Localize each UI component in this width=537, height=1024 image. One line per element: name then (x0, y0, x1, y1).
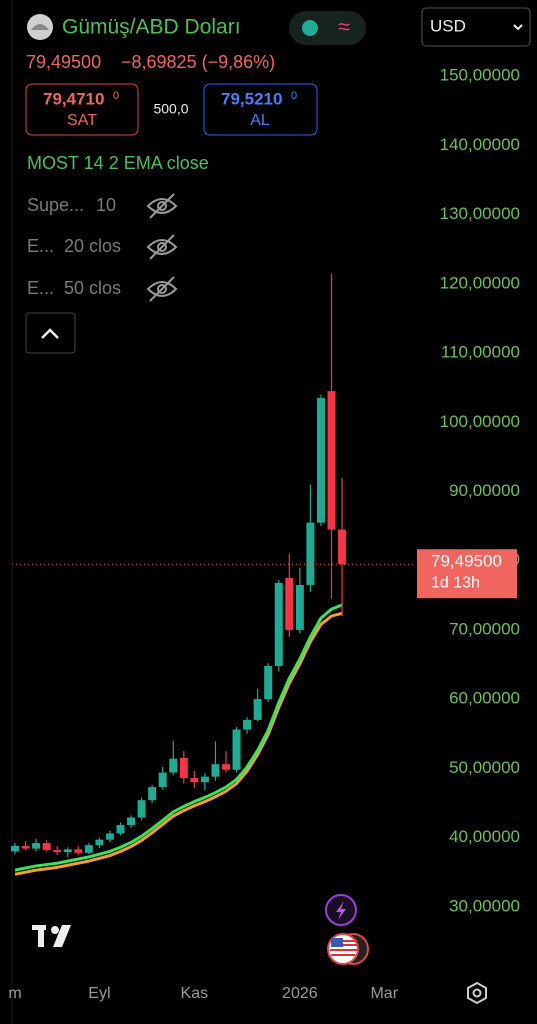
indicator-param: 20 clos (64, 236, 121, 256)
y-tick-label: 110,00000 (441, 343, 520, 362)
price-change: −8,69825 (−9,86%) (121, 52, 275, 72)
candle-body (285, 578, 294, 630)
countdown: 1d 13h (431, 574, 480, 591)
currency: USD (430, 16, 466, 35)
buy-button[interactable] (203, 83, 318, 136)
sell-price-sup: 0 (113, 90, 119, 102)
last-price: 79,49500 (26, 52, 101, 72)
y-tick-label: 150,00000 (440, 66, 520, 85)
x-tick-label: Kas (181, 985, 209, 1002)
candle-body (158, 772, 167, 788)
candle-body (327, 391, 336, 530)
y-tick-label: 60,00000 (449, 689, 520, 708)
candle-body (306, 522, 315, 585)
sell-price: 79,4710 (43, 89, 104, 108)
candle-body (316, 398, 325, 523)
fade-mask (128, 190, 158, 300)
candle-body (74, 849, 83, 853)
candle-body (222, 764, 230, 770)
candle-body (53, 850, 62, 853)
candle-body (11, 845, 19, 852)
eye-slash-icon[interactable] (146, 193, 178, 219)
candle-body (42, 843, 51, 851)
candle-body (274, 582, 283, 666)
sell-button[interactable] (25, 83, 139, 136)
candle-body (179, 757, 188, 779)
symbol-icon-shape (31, 24, 49, 30)
candle-body (116, 825, 125, 834)
candle-body (105, 833, 114, 840)
y-tick-label: 40,00000 (449, 827, 520, 846)
candle-body (190, 778, 199, 783)
candle-body (295, 584, 304, 630)
candle-body (148, 787, 157, 801)
candle-body (21, 845, 30, 849)
indicator-line (14, 603, 343, 872)
candle-body (200, 776, 209, 783)
lightning (336, 901, 346, 920)
candle-body (127, 817, 136, 826)
symbol-name[interactable]: Gümüş/ABD Doları (62, 16, 241, 39)
flag-canton (331, 938, 343, 947)
x-tick-label: m (8, 985, 21, 1002)
y-tick-label: 90,00000 (449, 481, 520, 500)
price-label: 79,49500 (431, 552, 502, 571)
y-tick-label: 140,00000 (440, 135, 520, 154)
spread: 500,0 (153, 101, 188, 117)
y-tick-label: 50,00000 (449, 758, 520, 777)
tradingview-logo (32, 925, 71, 947)
candle-body (211, 764, 220, 777)
candle-body (63, 849, 72, 853)
settings-icon-center (472, 988, 482, 998)
y-tick-label: 100,00000 (440, 412, 520, 431)
currency-select[interactable] (421, 7, 531, 47)
settings-icon[interactable] (467, 981, 487, 1005)
toggle-dot (302, 20, 318, 36)
candle-body (137, 800, 146, 818)
indicator-line (14, 611, 343, 876)
plot-area: 30,00000 40,00000 50,00000 60,00000 70,00000… (8, 66, 520, 1003)
dropdown-arrow (513, 24, 523, 31)
candle-body (84, 845, 93, 853)
indicator-name[interactable]: MOST 14 2 EMA close (27, 153, 209, 173)
candle-body (32, 843, 41, 849)
candle-body (264, 665, 273, 700)
indicator-name[interactable]: E... (27, 278, 54, 298)
y-tick-label: 30,00000 (449, 896, 520, 915)
toggle[interactable] (289, 11, 366, 45)
candle-body (95, 839, 104, 846)
sell-label: SAT (67, 112, 97, 129)
chevron-up (41, 328, 59, 339)
x-tick-label: Eyl (88, 985, 110, 1002)
candle-body (338, 529, 347, 565)
x-tick-label: 2026 (282, 985, 318, 1002)
eye-slash-icon[interactable] (146, 234, 178, 260)
eye-slash-icon[interactable] (146, 276, 178, 302)
indicator-name[interactable]: Supe... (27, 195, 84, 215)
candle-body (232, 729, 241, 770)
collapse-button[interactable] (25, 312, 76, 354)
candle-body (253, 699, 262, 720)
flag-stripes (330, 940, 357, 956)
y-tick-label: 120,00000 (440, 273, 520, 292)
buy-label: AL (250, 112, 270, 129)
y-tick-label: 70,00000 (449, 619, 520, 638)
x-tick-label: Mar (370, 985, 398, 1002)
buy-price-sup: 0 (291, 90, 297, 102)
y-tick-label: 130,00000 (440, 204, 520, 223)
indicator-param: 10 (96, 195, 116, 215)
price-label-box (417, 549, 517, 599)
indicator-name[interactable]: E... (27, 236, 54, 256)
toggle-icon: ≈ (338, 14, 350, 39)
hide-icons (146, 193, 178, 302)
indicator-param: 50 clos (64, 278, 121, 298)
candle-body (169, 758, 178, 773)
buy-price: 79,5210 (221, 89, 282, 108)
candle-body (243, 719, 252, 730)
